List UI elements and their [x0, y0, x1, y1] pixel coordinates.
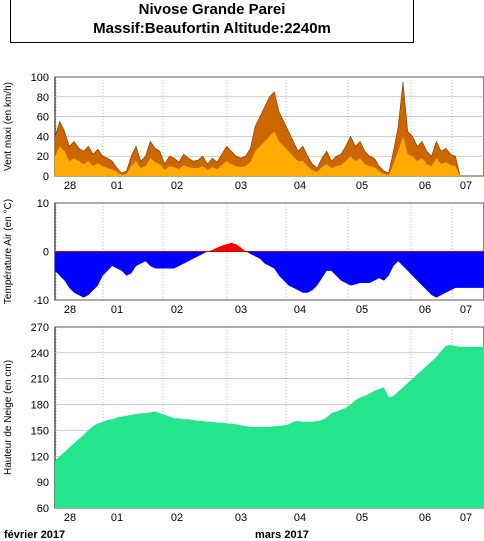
y-tick-label: -10	[33, 295, 49, 307]
y-tick-label: 100	[31, 72, 49, 84]
x-tick-label: 07	[460, 304, 472, 316]
y-tick-label: 150	[31, 425, 49, 437]
y-tick-label: 270	[31, 322, 49, 334]
x-tick-label: 07	[460, 180, 472, 192]
x-tick-label: 28	[64, 304, 76, 316]
y-tick-label: 40	[37, 131, 49, 143]
x-tick-label: 04	[294, 512, 306, 524]
x-tick-label: 01	[111, 304, 123, 316]
y-tick-label: 20	[37, 151, 49, 163]
y-tick-label: 210	[31, 374, 49, 386]
x-tick-label: 03	[235, 180, 247, 192]
x-tick-label: 28	[64, 512, 76, 524]
month-label: mars 2017	[255, 529, 309, 541]
x-tick-label: 06	[419, 304, 431, 316]
x-tick-label: 05	[356, 512, 368, 524]
x-tick-label: 03	[235, 512, 247, 524]
y-tick-label: 180	[31, 400, 49, 412]
y-axis-label: Température Air (en °C)	[3, 199, 14, 304]
x-tick-label: 05	[356, 304, 368, 316]
x-tick-label: 03	[235, 304, 247, 316]
y-tick-label: 240	[31, 348, 49, 360]
x-tick-label: 28	[64, 180, 76, 192]
temp-negative-area	[55, 251, 484, 298]
y-tick-label: 80	[37, 92, 49, 104]
x-tick-label: 06	[419, 180, 431, 192]
y-tick-label: 90	[37, 477, 49, 489]
x-tick-label: 02	[171, 304, 183, 316]
x-tick-label: 02	[171, 180, 183, 192]
y-tick-label: 60	[37, 112, 49, 124]
y-axis-label: Vent maxi (en km/h)	[3, 82, 14, 171]
x-tick-label: 04	[294, 180, 306, 192]
x-tick-label: 02	[171, 512, 183, 524]
chart-subtitle: Massif:Beaufortin Altitude:2240m	[93, 20, 331, 37]
y-tick-label: 60	[37, 503, 49, 515]
chart-title: Nivose Grande Parei	[138, 1, 286, 18]
title-box: Nivose Grande Parei Massif:Beaufortin Al…	[10, 0, 414, 43]
x-tick-label: 07	[460, 512, 472, 524]
snow-depth-area	[55, 345, 484, 508]
x-tick-label: 06	[419, 512, 431, 524]
wind-mean-area	[55, 131, 484, 176]
y-tick-label: 120	[31, 451, 49, 463]
y-tick-label: 10	[37, 198, 49, 210]
x-tick-label: 04	[294, 304, 306, 316]
month-label: février 2017	[4, 529, 65, 541]
wind-max-area	[54, 81, 484, 177]
y-axis-label: Hauteur de Neige (en cm)	[3, 360, 14, 475]
y-tick-label: 0	[43, 247, 49, 259]
x-tick-label: 01	[111, 512, 123, 524]
x-tick-label: 01	[111, 180, 123, 192]
y-tick-label: 0	[43, 171, 49, 183]
x-tick-label: 05	[356, 180, 368, 192]
